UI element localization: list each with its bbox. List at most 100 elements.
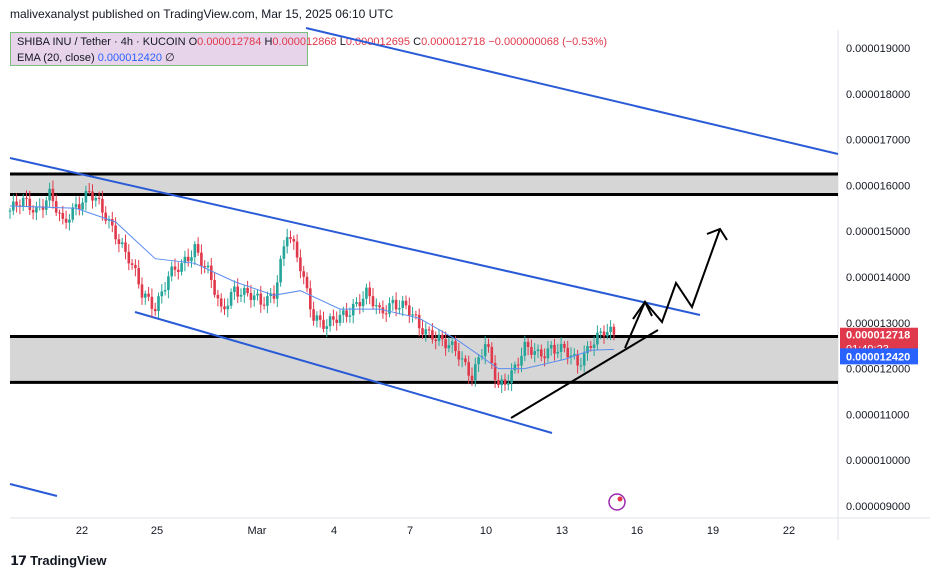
candle-body	[355, 302, 358, 304]
symbol-legend: SHIBA INU / Tether · 4h · KUCOIN O0.0000…	[10, 32, 607, 66]
candle-body	[140, 284, 144, 298]
y-tick-label: 0.000018000	[846, 89, 910, 101]
candle-body	[434, 339, 437, 342]
tradingview-brand: TradingView	[30, 553, 107, 568]
candle-body	[157, 296, 160, 312]
candle-body	[190, 257, 193, 262]
candle-body	[94, 197, 98, 201]
candle-body	[401, 300, 404, 308]
candle-body	[299, 257, 302, 272]
candle-body	[196, 244, 200, 253]
candle-body	[147, 293, 150, 297]
candle-body	[474, 364, 477, 381]
candle-body	[328, 316, 332, 327]
candle-body	[246, 287, 249, 294]
candle-body	[470, 375, 474, 381]
candle-body	[490, 346, 494, 364]
candle-body	[540, 349, 543, 357]
symbol-name[interactable]: SHIBA INU / Tether · 4h · KUCOIN	[17, 36, 186, 48]
candle-body	[51, 188, 55, 202]
high-label: H	[264, 36, 273, 48]
candle-body	[97, 197, 101, 199]
candle-body	[454, 341, 457, 352]
candle-body	[272, 293, 276, 299]
candle-body	[342, 310, 345, 315]
candle-body	[582, 353, 586, 366]
projection-arrowhead-2	[706, 227, 728, 241]
candles-group	[8, 180, 616, 393]
candle-body	[431, 330, 434, 340]
candle-body	[180, 263, 183, 272]
candle-body	[239, 294, 243, 297]
candle-body	[173, 266, 177, 270]
x-tick-label: Mar	[248, 525, 267, 537]
candle-body	[266, 296, 269, 306]
candle-body	[457, 351, 461, 360]
candle-body	[483, 344, 487, 357]
candle-body	[408, 305, 411, 316]
channel-line-1	[305, 27, 839, 155]
zone-1-fill	[10, 173, 838, 195]
candle-body	[365, 287, 368, 299]
candle-body	[612, 326, 616, 335]
candle-body	[78, 204, 81, 210]
x-tick-label: 22	[783, 525, 795, 537]
candle-body	[276, 282, 279, 299]
candle-body	[160, 291, 164, 297]
candle-body	[285, 237, 289, 247]
candle-body	[556, 351, 560, 354]
candle-body	[464, 358, 467, 363]
candle-body	[292, 238, 296, 242]
candle-body	[546, 348, 550, 359]
candle-body	[368, 287, 371, 297]
candle-body	[302, 271, 305, 277]
candle-body	[68, 219, 71, 223]
candle-body	[516, 364, 520, 366]
candle-body	[523, 341, 527, 356]
candle-body	[41, 206, 45, 210]
candle-body	[54, 201, 58, 213]
candle-body	[249, 293, 253, 301]
candle-body	[206, 265, 210, 268]
candle-body	[21, 197, 25, 207]
x-tick-label: 19	[707, 525, 719, 537]
candle-body	[569, 355, 573, 358]
candle-body	[599, 331, 602, 333]
candle-body	[223, 306, 226, 310]
ema-label: EMA (20, close)	[17, 52, 95, 64]
candle-body	[345, 310, 348, 317]
candle-body	[421, 328, 424, 335]
candle-body	[549, 344, 553, 349]
candle-body	[130, 263, 134, 265]
candle-body	[305, 276, 309, 289]
candle-body	[533, 351, 536, 355]
candle-body	[153, 308, 157, 312]
candle-body	[137, 268, 140, 285]
candle-body	[226, 305, 230, 310]
low-label: L	[339, 36, 346, 48]
ema-legend-line[interactable]: EMA (20, close) 0.000012420 ∅	[17, 51, 175, 64]
tradingview-logo[interactable]: 𝟭𝟳 TradingView	[10, 553, 106, 569]
candle-body	[404, 300, 408, 306]
candle-body	[602, 331, 606, 337]
y-tick-label: 0.000011000	[846, 409, 909, 421]
candle-body	[361, 298, 365, 307]
candle-body	[193, 244, 197, 258]
x-tick-label: 16	[631, 525, 643, 537]
candle-body	[167, 276, 170, 291]
close-value: 0.000012718	[421, 36, 486, 48]
candle-body	[609, 326, 612, 333]
open-value: 0.000012784	[197, 36, 262, 48]
candle-body	[424, 329, 428, 335]
candle-body	[45, 200, 48, 210]
candle-body	[559, 343, 563, 352]
low-value: 0.000012695	[345, 36, 411, 48]
candle-body	[8, 210, 12, 212]
candle-body	[371, 296, 375, 307]
candle-body	[203, 266, 206, 268]
candle-body	[177, 269, 180, 272]
candle-body	[282, 246, 286, 259]
candle-body	[500, 379, 503, 386]
support-trendline	[510, 329, 659, 419]
